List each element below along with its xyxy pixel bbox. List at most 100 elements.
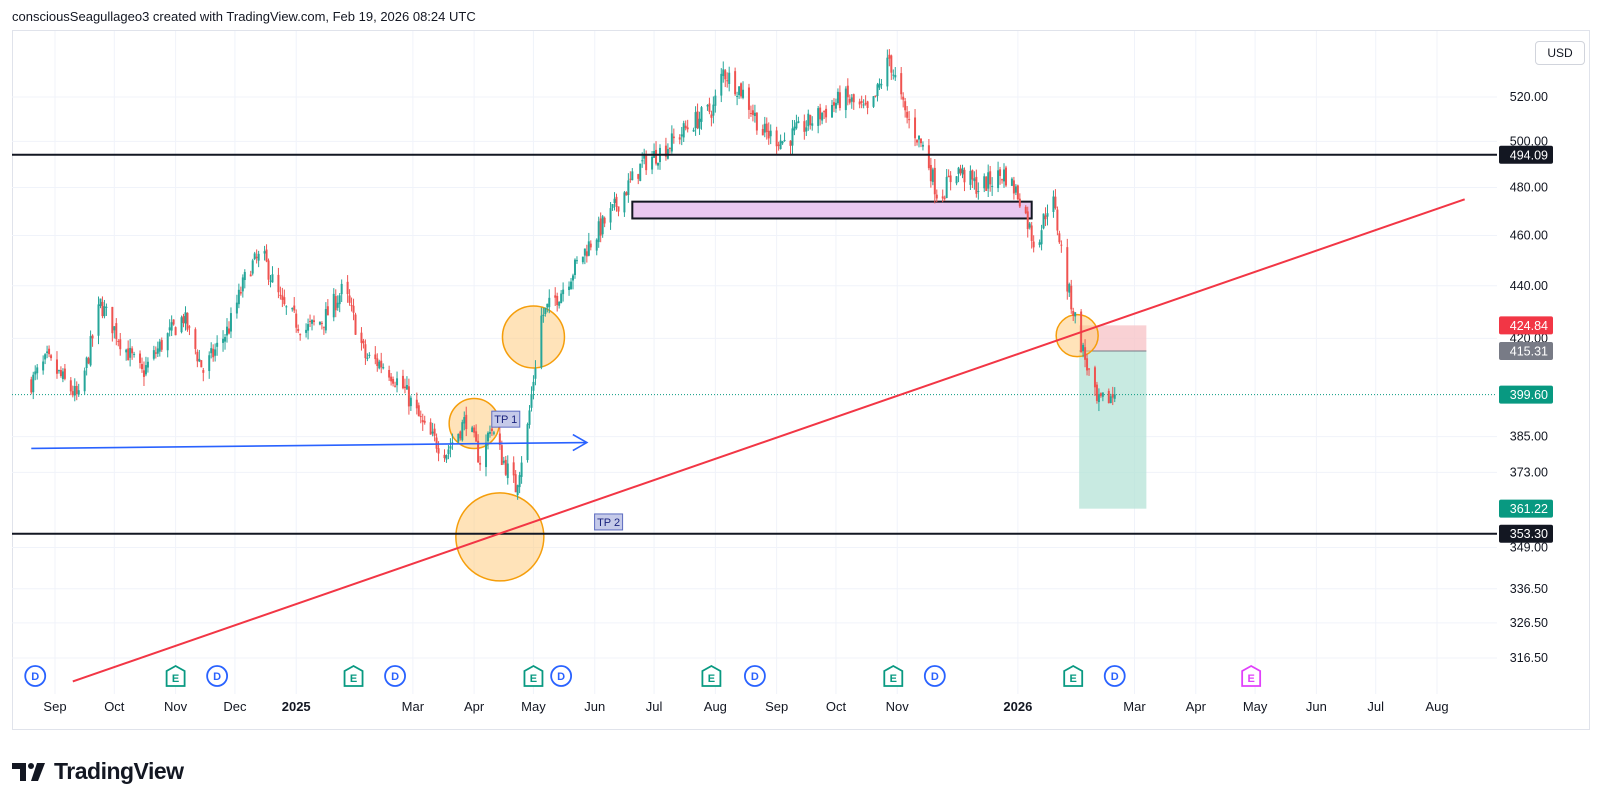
earnings-marker-letter: E: [172, 673, 179, 685]
candle-body: [858, 101, 861, 105]
price-tick-label: 520.00: [1510, 90, 1548, 104]
candle-body: [657, 162, 660, 166]
candle-body: [987, 172, 990, 189]
candle-body: [492, 432, 495, 434]
candle-body: [255, 256, 258, 259]
time-tick-label: 2026: [1003, 699, 1032, 714]
candle-body: [1074, 312, 1077, 317]
time-tick-label: Jun: [584, 699, 605, 714]
candle-body: [947, 175, 950, 178]
dividend-marker-icon: [743, 665, 766, 687]
candle-body: [115, 323, 118, 340]
candle-body: [152, 350, 155, 359]
candle-body: [71, 391, 74, 396]
candle-body: [627, 180, 630, 196]
candle-body: [188, 326, 191, 328]
candle-body: [686, 127, 689, 130]
dividend-marker-letter: D: [1111, 671, 1119, 683]
price-badge-text: 399.60: [1510, 388, 1548, 402]
supply-zone-rect: [631, 200, 1033, 220]
candle-body: [935, 194, 938, 199]
grid: [12, 31, 1497, 694]
candle-body: [765, 123, 768, 133]
candle-body: [544, 307, 547, 314]
candle-body: [180, 317, 183, 333]
candle-body: [326, 306, 329, 316]
candle-body: [336, 302, 339, 308]
candle-body: [237, 289, 240, 305]
chart-frame[interactable]: [12, 30, 1590, 730]
candle-body: [742, 89, 745, 98]
candle-body: [823, 111, 826, 113]
time-tick-label: Sep: [765, 699, 788, 714]
candle-body: [726, 80, 729, 82]
candle-body: [585, 251, 588, 257]
candle-body: [836, 91, 839, 104]
candle-body: [200, 360, 203, 368]
candle-body: [85, 357, 88, 368]
candle-body: [182, 316, 185, 324]
candle-body: [874, 95, 877, 97]
candle-body: [740, 83, 743, 97]
price-badges: 494.09 424.84 415.31 399.60 361.22 353.30: [1499, 145, 1553, 543]
candle-body: [103, 306, 106, 317]
candle-body: [443, 454, 446, 459]
currency-button[interactable]: USD: [1535, 41, 1585, 65]
candle-body: [775, 130, 778, 147]
annotations-front: TP 1 TP 2: [12, 153, 1497, 683]
candle-body: [318, 321, 321, 325]
price-tick-label: 420.00: [1510, 331, 1548, 345]
candle-body: [186, 312, 189, 330]
earnings-marker-icon: [1241, 664, 1262, 687]
candle-body: [392, 379, 395, 384]
candle-body: [548, 297, 551, 308]
arrow-line: [31, 441, 587, 450]
candle-body: [1004, 167, 1007, 186]
candle-body: [562, 289, 565, 295]
price-chart[interactable]: TP 1 TP 2 D E D E D E D E D E D E D E 520.00 500.00 480.…: [0, 0, 1600, 740]
candle-body: [560, 293, 563, 304]
candle-body: [241, 277, 244, 292]
candle-body: [154, 352, 157, 354]
candle-body: [860, 101, 863, 103]
candle-body: [844, 88, 847, 111]
candle-body: [168, 327, 171, 331]
candle-body: [1042, 213, 1045, 229]
candle-body: [803, 121, 806, 132]
candle-body: [906, 111, 909, 118]
dividend-marker-letter: D: [931, 671, 939, 683]
earnings-marker-icon: [343, 664, 364, 687]
candle-body: [811, 123, 814, 126]
candle-body: [36, 367, 39, 374]
candle-body: [572, 275, 575, 281]
candle-body: [866, 101, 869, 108]
candle-body: [354, 314, 357, 335]
candle-body: [461, 422, 464, 441]
candle-body: [864, 103, 867, 105]
candle-body: [943, 197, 946, 199]
time-tick-label: 2025: [282, 699, 311, 714]
candle-body: [917, 135, 920, 140]
earnings-marker-icon: [701, 664, 722, 687]
candle-body: [1046, 213, 1049, 217]
candle-body: [753, 112, 756, 117]
candle-body: [1030, 225, 1033, 241]
candle-body: [210, 348, 213, 354]
tp-label-text: TP 2: [597, 517, 620, 529]
candle-body: [1028, 223, 1031, 228]
candle-body: [253, 253, 256, 260]
candle-body: [313, 320, 316, 322]
earnings-marker-icon: [883, 664, 904, 687]
price-badge-stop: [1499, 316, 1553, 335]
candle-body: [30, 379, 33, 393]
candle-body: [1072, 310, 1075, 317]
candle-body: [449, 446, 452, 449]
candle-body: [307, 324, 310, 331]
tradingview-logo[interactable]: TradingView: [12, 758, 184, 785]
candle-body: [348, 295, 351, 303]
candle-body: [119, 339, 122, 350]
candle-body: [514, 474, 517, 493]
candle-body: [1101, 392, 1104, 397]
candle-body: [1032, 241, 1035, 248]
candle-body: [609, 208, 612, 223]
